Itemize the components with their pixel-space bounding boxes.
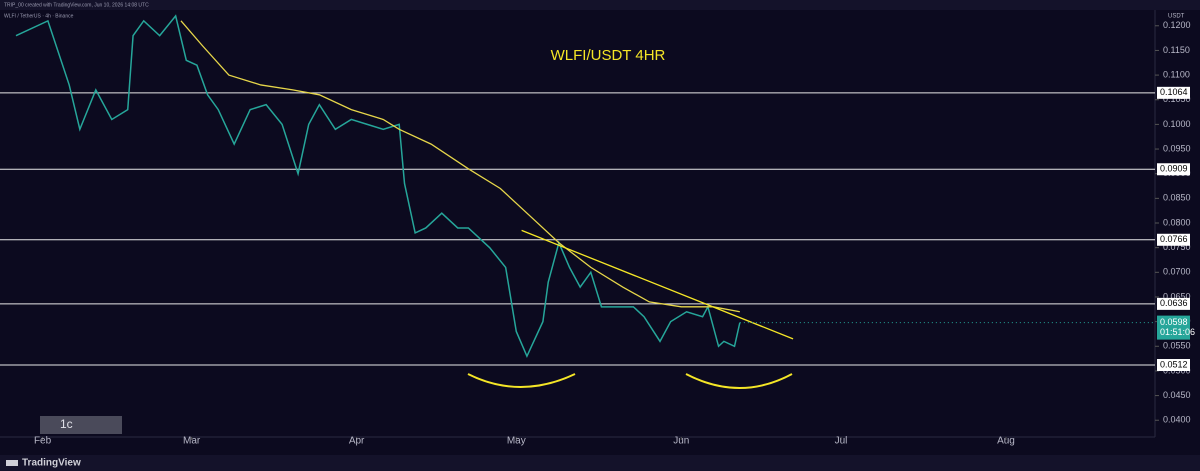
y-tick-label: 0.1000 bbox=[1163, 119, 1191, 129]
level-box bbox=[1157, 297, 1190, 310]
y-tick-label: 0.0700 bbox=[1163, 267, 1191, 277]
top-bar bbox=[0, 0, 1200, 10]
brand: TradingView bbox=[22, 458, 81, 469]
y-tick-label: 0.1200 bbox=[1163, 20, 1191, 30]
badge-box bbox=[40, 416, 122, 434]
badge: 1c bbox=[60, 417, 73, 431]
y-tick-label: 0.0400 bbox=[1163, 415, 1191, 425]
series-line bbox=[15, 14, 741, 358]
countdown: 01:51:06 bbox=[1160, 327, 1195, 337]
y-tick-label: 0.1050 bbox=[1163, 94, 1191, 104]
arc bbox=[467, 373, 576, 388]
y-tick-label: 0.0800 bbox=[1163, 217, 1191, 227]
y-tick-label: 0.0750 bbox=[1163, 242, 1191, 252]
caption: TRIP_00 created with TradingView.com, Ju… bbox=[4, 2, 149, 8]
x-tick-label: Mar bbox=[183, 436, 201, 447]
series-line bbox=[180, 20, 740, 313]
x-tick-label: Feb bbox=[34, 436, 52, 447]
level-box bbox=[1157, 233, 1190, 246]
x-tick-label: May bbox=[507, 436, 526, 447]
level-label: 0.0636 bbox=[1160, 298, 1188, 308]
symbol: WLFI / TetherUS · 4h · Binance bbox=[4, 13, 74, 19]
y-tick-label: 0.1100 bbox=[1163, 69, 1190, 79]
level-box bbox=[1157, 86, 1190, 99]
series-line bbox=[521, 229, 794, 340]
currency: USDT bbox=[1168, 14, 1185, 20]
chart-title: WLFI/USDT 4HR bbox=[551, 47, 666, 64]
x-tick-label: Apr bbox=[349, 436, 365, 447]
y-tick-label: 0.0550 bbox=[1163, 341, 1191, 351]
level-label: 0.0909 bbox=[1160, 164, 1188, 174]
level-label: 0.1064 bbox=[1160, 87, 1188, 97]
last-price-box bbox=[1157, 315, 1190, 340]
level-box bbox=[1157, 359, 1190, 372]
last-price: 0.0598 bbox=[1160, 317, 1188, 327]
level-box bbox=[1157, 163, 1190, 176]
bottom-bar bbox=[0, 455, 1200, 471]
x-tick-label: Aug bbox=[997, 436, 1015, 447]
y-tick-label: 0.0650 bbox=[1163, 291, 1191, 301]
x-tick-label: Jul bbox=[835, 436, 848, 447]
level-label: 0.0512 bbox=[1160, 359, 1188, 369]
y-tick-label: 0.0850 bbox=[1163, 193, 1191, 203]
brand-logo bbox=[6, 460, 18, 466]
y-tick-label: 0.1150 bbox=[1163, 45, 1190, 55]
arc bbox=[685, 373, 793, 389]
y-tick-label: 0.0450 bbox=[1163, 390, 1191, 400]
x-tick-label: Jun bbox=[673, 436, 689, 447]
level-label: 0.0766 bbox=[1160, 234, 1188, 244]
y-tick-label: 0.0950 bbox=[1163, 143, 1191, 153]
